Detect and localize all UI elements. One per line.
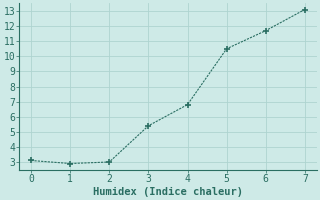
X-axis label: Humidex (Indice chaleur): Humidex (Indice chaleur) — [93, 186, 243, 197]
